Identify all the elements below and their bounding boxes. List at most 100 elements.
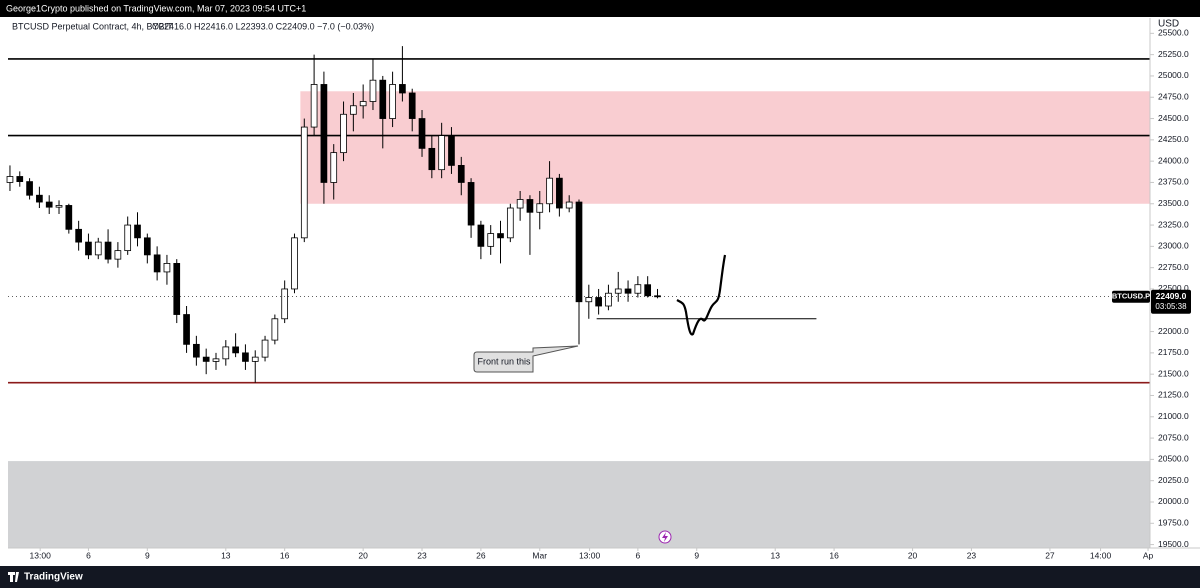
header-bar [0, 0, 1200, 17]
candle-body [526, 199, 534, 213]
y-tick-label: 21500.0 [1158, 368, 1189, 378]
x-tick-label: 20 [358, 550, 368, 560]
x-tick-label: 14:00 [1090, 550, 1112, 560]
y-tick-label: 20500.0 [1158, 454, 1189, 464]
candle-body [300, 126, 308, 239]
x-tick-label: 13:00 [579, 550, 601, 560]
candle-body [114, 250, 122, 260]
x-tick-label: 26 [476, 550, 486, 560]
x-tick-label: Mar [532, 550, 547, 560]
candle-body [202, 356, 210, 362]
candle-body [506, 207, 514, 239]
candle-body [350, 105, 357, 115]
candle-body [565, 201, 573, 209]
candle-body [193, 343, 200, 358]
x-tick-label: 23 [967, 550, 977, 560]
candle-body [634, 284, 642, 294]
projection-drawing [676, 254, 727, 336]
candle-body [369, 79, 377, 102]
y-tick-label: 23000.0 [1158, 241, 1189, 251]
y-tick-label: 20250.0 [1158, 475, 1189, 485]
chart-title: BTCUSD Perpetual Contract, 4h, BYBIT [12, 21, 173, 31]
symbol-tag-label: BTCUSD.P [1112, 292, 1150, 301]
candle-body [26, 181, 33, 196]
symbol-tag [1112, 290, 1150, 303]
logo-mark [8, 572, 19, 582]
candle-body [261, 339, 269, 358]
candle-body [408, 92, 416, 119]
y-tick-label: 19500.0 [1158, 539, 1189, 549]
x-tick-label: 13 [221, 550, 231, 560]
y-tick-label: 21250.0 [1158, 390, 1189, 400]
candle-body [438, 135, 445, 171]
candle-body [614, 288, 622, 294]
candle-body [242, 352, 249, 362]
candle-body [36, 194, 43, 203]
y-tick-label: 23250.0 [1158, 219, 1189, 229]
candle-body [183, 314, 190, 345]
candle-body [359, 101, 367, 107]
header-text: George1Crypto published on TradingView.c… [6, 3, 306, 13]
candle-body [477, 224, 485, 247]
y-tick-label: 24000.0 [1158, 155, 1189, 165]
candle-body [575, 201, 583, 303]
candle-body [536, 203, 544, 213]
candle-body [251, 356, 259, 362]
candle-body [497, 233, 504, 239]
candle-body [310, 84, 318, 128]
y-tick-label: 21750.0 [1158, 347, 1189, 357]
candle-body [556, 177, 563, 209]
annotation: Front run this [477, 356, 531, 366]
x-tick-label: Ap [1143, 550, 1154, 560]
candle-body [75, 228, 82, 243]
candle-body [153, 254, 161, 273]
candle-body [595, 297, 602, 307]
y-tick-label: 24250.0 [1158, 134, 1189, 144]
x-tick-label: 9 [145, 550, 150, 560]
y-tick-label: 25500.0 [1158, 28, 1189, 38]
x-tick-label: 27 [1045, 550, 1055, 560]
x-tick-label: 16 [829, 550, 839, 560]
y-tick-label: 23750.0 [1158, 177, 1189, 187]
zone [300, 91, 1151, 204]
y-tick-label: 21000.0 [1158, 411, 1189, 421]
candle-body [330, 152, 338, 183]
candle-body [644, 284, 652, 297]
candle-body [320, 84, 328, 183]
candle-body [94, 241, 102, 256]
candle-body [6, 176, 14, 183]
candle-body [124, 224, 132, 252]
y-tick-label: 22000.0 [1158, 326, 1189, 336]
x-tick-label: 9 [694, 550, 699, 560]
footer-text: TradingView [24, 572, 83, 583]
y-tick-label: 20000.0 [1158, 496, 1189, 506]
countdown-label: 03:05:38 [1155, 302, 1187, 311]
zone [8, 461, 1150, 548]
x-tick-label: 13:00 [30, 550, 52, 560]
candle-body [605, 292, 612, 307]
candle-body [222, 346, 230, 360]
candle-body [143, 237, 151, 256]
price-tag-label: 22409.0 [1156, 291, 1187, 301]
candle-body [654, 295, 661, 298]
x-tick-label: 20 [908, 550, 918, 560]
callout-box [473, 345, 579, 373]
candle-body [624, 288, 632, 294]
candle-body [173, 263, 181, 315]
x-tick-label: 6 [635, 550, 640, 560]
y-axis-label: USD [1158, 19, 1179, 30]
y-tick-label: 23500.0 [1158, 198, 1189, 208]
y-tick-label: 22500.0 [1158, 283, 1189, 293]
price-tag [1151, 289, 1191, 314]
candle-body [134, 224, 141, 239]
candle-body [271, 318, 279, 341]
candle-body [585, 297, 593, 303]
candle-body [487, 233, 495, 247]
y-tick-label: 25250.0 [1158, 49, 1189, 59]
candle-body [457, 165, 465, 183]
y-tick-label: 24750.0 [1158, 91, 1189, 101]
y-tick-label: 22750.0 [1158, 262, 1189, 272]
y-tick-label: 24500.0 [1158, 113, 1189, 123]
event-icon-bolt [662, 532, 668, 542]
